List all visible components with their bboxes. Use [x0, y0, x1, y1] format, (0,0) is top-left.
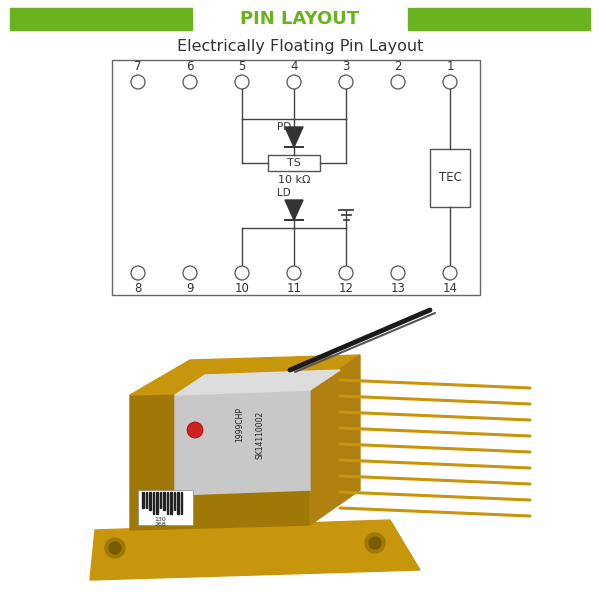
Text: 6: 6: [186, 60, 194, 73]
Text: SK14110002: SK14110002: [256, 411, 265, 459]
Text: PIN LAYOUT: PIN LAYOUT: [241, 10, 359, 28]
Bar: [173, 492, 175, 514]
Circle shape: [235, 266, 249, 280]
Text: 1: 1: [446, 60, 454, 73]
Bar: [138, 490, 193, 525]
Text: 3: 3: [343, 60, 350, 73]
Text: 12: 12: [338, 282, 353, 295]
Bar: [163, 492, 164, 510]
Text: 8: 8: [134, 282, 142, 295]
Polygon shape: [310, 355, 360, 525]
Bar: [10, 8, 192, 30]
Polygon shape: [285, 127, 303, 147]
Circle shape: [109, 542, 121, 554]
Bar: [149, 492, 151, 510]
Bar: [152, 492, 154, 514]
Circle shape: [183, 266, 197, 280]
Text: 1999CHP: 1999CHP: [235, 407, 245, 443]
Bar: [142, 492, 143, 508]
Text: 4: 4: [290, 60, 298, 73]
Text: 11: 11: [287, 282, 302, 295]
Text: LD: LD: [277, 188, 291, 198]
Polygon shape: [285, 200, 303, 220]
Text: 268: 268: [154, 522, 166, 527]
Circle shape: [391, 75, 405, 89]
Circle shape: [183, 75, 197, 89]
Polygon shape: [175, 390, 310, 495]
Bar: [268, 155, 320, 171]
Text: 5: 5: [238, 60, 245, 73]
Polygon shape: [130, 390, 310, 530]
Circle shape: [339, 266, 353, 280]
Circle shape: [339, 75, 353, 89]
Bar: [430, 148, 470, 206]
Text: 10 kΩ: 10 kΩ: [278, 175, 310, 185]
Bar: [170, 492, 172, 510]
Text: 14: 14: [443, 282, 458, 295]
Bar: [408, 8, 590, 30]
Circle shape: [131, 266, 145, 280]
Text: 10: 10: [235, 282, 250, 295]
Bar: [167, 492, 168, 508]
Text: 2: 2: [394, 60, 402, 73]
Circle shape: [391, 266, 405, 280]
Circle shape: [365, 533, 385, 553]
Text: TEC: TEC: [439, 171, 461, 184]
Text: Electrically Floating Pin Layout: Electrically Floating Pin Layout: [177, 40, 423, 55]
Circle shape: [105, 538, 125, 558]
Bar: [146, 492, 147, 508]
Bar: [156, 492, 157, 510]
Circle shape: [443, 266, 457, 280]
Bar: [177, 492, 179, 510]
Polygon shape: [130, 355, 360, 395]
Circle shape: [287, 266, 301, 280]
Text: PD: PD: [277, 122, 291, 132]
Text: 9: 9: [186, 282, 194, 295]
Polygon shape: [90, 520, 420, 580]
Circle shape: [235, 75, 249, 89]
Text: 7: 7: [134, 60, 142, 73]
Circle shape: [131, 75, 145, 89]
Text: 130: 130: [154, 517, 166, 522]
Bar: [160, 492, 161, 508]
Text: 13: 13: [391, 282, 406, 295]
Text: TS: TS: [287, 158, 301, 168]
Bar: [112, 60, 480, 295]
Circle shape: [187, 422, 203, 438]
Circle shape: [443, 75, 457, 89]
Polygon shape: [175, 370, 340, 395]
Circle shape: [287, 75, 301, 89]
Circle shape: [369, 537, 381, 549]
Bar: [181, 492, 182, 514]
